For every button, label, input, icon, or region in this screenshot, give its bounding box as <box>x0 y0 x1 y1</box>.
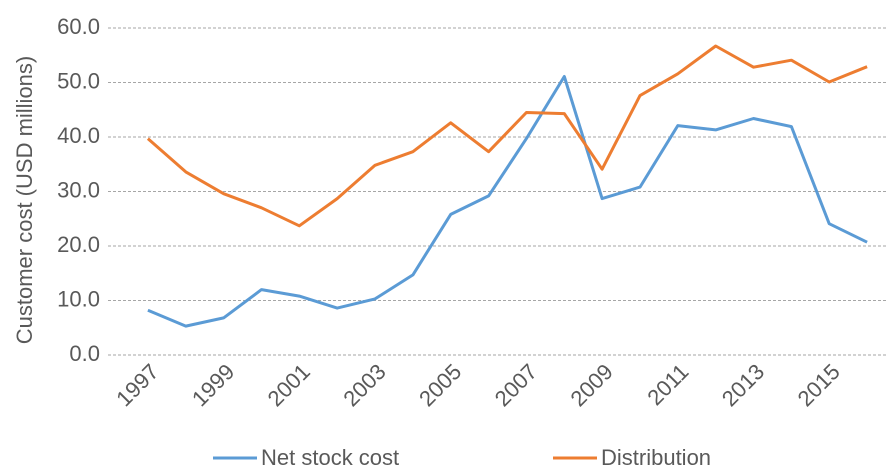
x-tick-label: 2005 <box>414 359 466 411</box>
x-tick-label: 2009 <box>565 359 617 411</box>
x-tick-label: 2001 <box>263 359 315 411</box>
y-tick-label: 0.0 <box>69 341 100 366</box>
x-tick-label: 2007 <box>490 359 542 411</box>
legend-label: Net stock cost <box>261 445 399 470</box>
line-series <box>147 75 868 328</box>
y-tick-label: 10.0 <box>57 286 100 311</box>
x-tick-label: 2003 <box>338 359 390 411</box>
legend-label: Distribution <box>601 445 711 470</box>
y-tick-label: 20.0 <box>57 232 100 257</box>
y-axis-title: Customer cost (USD millions) <box>12 56 37 345</box>
x-tick-label: 1997 <box>111 359 163 411</box>
line-series <box>146 44 868 228</box>
y-tick-label: 30.0 <box>57 177 100 202</box>
x-tick-label: 2011 <box>642 359 693 410</box>
x-tick-label: 1999 <box>187 359 239 411</box>
x-tick-label: 2013 <box>717 359 769 411</box>
y-tick-label: 50.0 <box>57 68 100 93</box>
y-tick-label: 60.0 <box>57 14 100 39</box>
x-tick-label: 2015 <box>793 359 845 411</box>
y-tick-label: 40.0 <box>57 123 100 148</box>
